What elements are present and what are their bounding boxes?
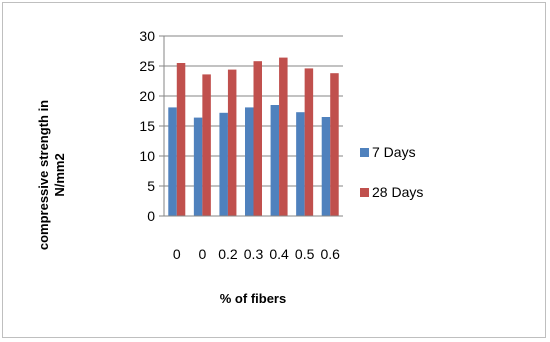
y-axis-tick-labels: 0 5 10 15 20 25 30 (139, 28, 155, 224)
x-tick-label: 0.6 (320, 246, 340, 262)
bars (168, 58, 338, 216)
y-axis-title-line-2: N/mm2 (52, 153, 67, 196)
bar-28-days (202, 74, 211, 216)
x-tick-label: 0 (173, 246, 181, 262)
x-tick-label: 0.5 (295, 246, 315, 262)
bar-7-days (194, 118, 203, 216)
legend-swatch (360, 188, 369, 197)
y-tick-label: 25 (139, 58, 155, 74)
bar-7-days (219, 113, 228, 216)
legend-swatch (360, 148, 369, 157)
bar-7-days (322, 117, 331, 216)
y-tick-label: 5 (147, 178, 155, 194)
bar-28-days (279, 58, 288, 216)
bar-7-days (296, 112, 305, 216)
bar-28-days (330, 73, 339, 216)
y-tick-label: 10 (139, 148, 155, 164)
y-axis-title-line-1: compressive strength in (36, 100, 51, 250)
y-tick-label: 0 (147, 208, 155, 224)
bar-28-days (305, 68, 314, 216)
bar-28-days (177, 63, 186, 216)
x-axis-title: % of fibers (220, 291, 286, 306)
y-tick-label: 15 (139, 118, 155, 134)
legend-label: 28 Days (372, 184, 423, 200)
bar-7-days (271, 105, 280, 216)
y-tick-label: 30 (139, 28, 155, 44)
x-tick-label: 0.3 (244, 246, 264, 262)
legend-label: 7 Days (372, 144, 416, 160)
x-tick-label: 0.2 (218, 246, 238, 262)
x-tick-label: 0.4 (269, 246, 289, 262)
y-tick-label: 20 (139, 88, 155, 104)
bar-28-days (254, 61, 263, 216)
bar-28-days (228, 70, 237, 216)
x-tick-label: 0 (198, 246, 206, 262)
x-axis-tick-labels: 0 0 0.2 0.3 0.4 0.5 0.6 (173, 246, 340, 262)
legend: 7 Days 28 Days (360, 144, 423, 200)
bar-7-days (168, 107, 177, 216)
bar-7-days (245, 107, 254, 216)
